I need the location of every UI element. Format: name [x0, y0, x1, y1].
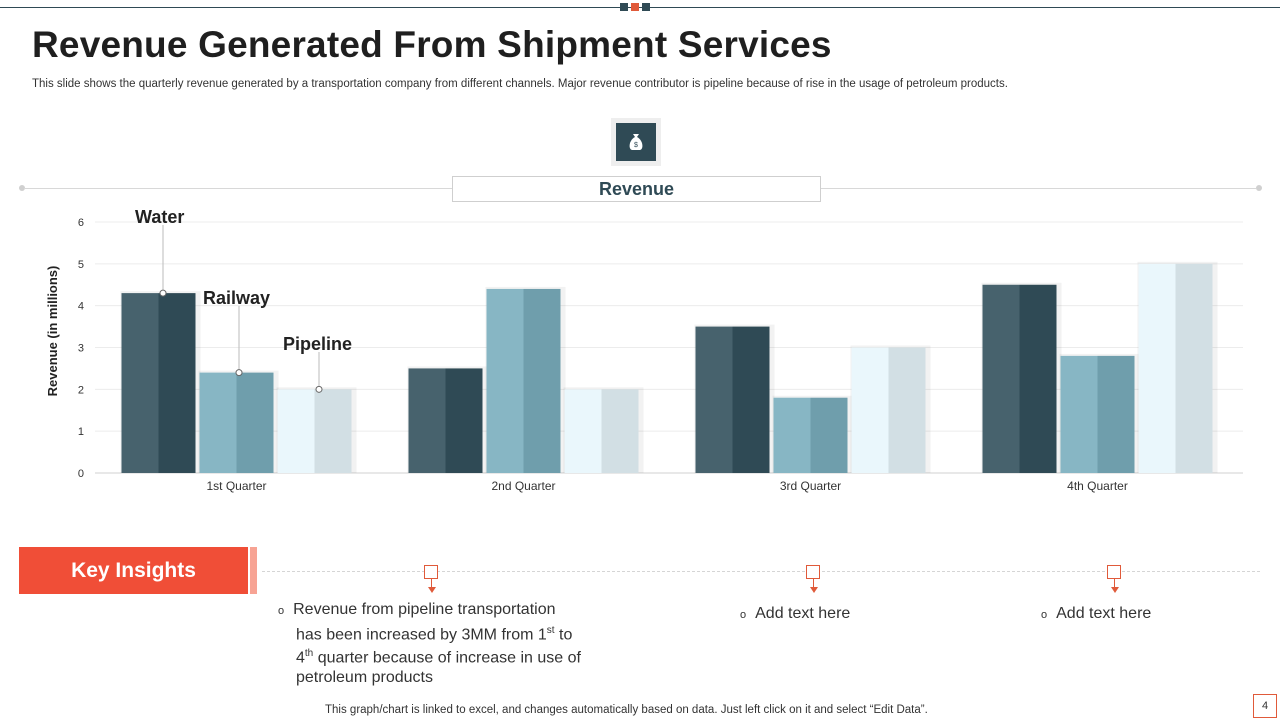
y-tick-label: 6: [78, 217, 84, 229]
insight-text-3: o Add text here: [1041, 605, 1152, 622]
bar-water-q4: [1019, 284, 1057, 473]
y-tick-label: 3: [78, 343, 84, 355]
x-tick-label: 4th Quarter: [1067, 479, 1128, 493]
x-tick-label: 1st Quarter: [206, 479, 266, 493]
page-number: 4: [1253, 694, 1277, 718]
top-decoration: [620, 3, 650, 11]
key-insights-header: Key Insights: [19, 547, 248, 594]
bar-railway-q3-left: [773, 397, 811, 473]
bullet-icon: o: [278, 605, 285, 617]
bar-railway-q3: [810, 397, 848, 473]
bar-water-q1-left: [121, 293, 159, 473]
legend-label-railway: Railway: [203, 288, 270, 308]
key-insights-dashed-line: [262, 571, 1260, 572]
money-bag-icon-frame: $: [611, 118, 661, 166]
insight-marker-2: [806, 565, 822, 595]
insight-text-1: o Revenue from pipeline transportation ha…: [278, 601, 581, 686]
x-tick-label: 2nd Quarter: [491, 479, 555, 493]
y-tick-label: 5: [78, 259, 84, 271]
legend-leader-dot: [315, 385, 323, 393]
insight-marker-3: [1107, 565, 1123, 595]
footer-note: This graph/chart is linked to excel, and…: [325, 704, 928, 716]
bar-water-q4-left: [982, 284, 1020, 473]
svg-text:$: $: [634, 142, 638, 149]
y-axis-label: Revenue (in millions): [45, 266, 60, 397]
chart-title: Revenue: [452, 176, 821, 202]
y-tick-label: 2: [78, 384, 84, 396]
bullet-icon: o: [1041, 609, 1048, 621]
bar-pipeline-q4: [1175, 263, 1213, 473]
y-tick-label: 0: [78, 468, 84, 480]
bar-water-q2-left: [408, 368, 446, 473]
bar-pipeline-q2: [601, 389, 639, 473]
top-rule: [0, 7, 1280, 8]
bar-water-q3: [732, 326, 770, 473]
bar-pipeline-q1-left: [277, 389, 315, 473]
bar-pipeline-q1: [314, 389, 352, 473]
legend-leader-dot: [159, 289, 167, 297]
bar-railway-q1-left: [199, 372, 237, 473]
bar-railway-q2: [523, 288, 561, 473]
slide-title: Revenue Generated From Shipment Services: [32, 24, 832, 65]
key-insights-accent: [250, 547, 257, 594]
bar-railway-q4-left: [1060, 355, 1098, 473]
y-tick-label: 1: [78, 426, 84, 438]
legend-leader-dot: [235, 369, 243, 377]
bar-water-q2: [445, 368, 483, 473]
bar-railway-q1: [236, 372, 274, 473]
insight-marker-1: [424, 565, 440, 595]
insight-text-2: o Add text here: [740, 605, 851, 622]
bar-railway-q4: [1097, 355, 1135, 473]
revenue-bar-chart: 0 1 2 3 4 5 6 Revenue (in millions) 1st Quarter 2…: [45, 207, 1243, 493]
slide-subtitle: This slide shows the quarterly revenue g…: [32, 78, 1008, 90]
bar-pipeline-q2-left: [564, 389, 602, 473]
legend-label-pipeline: Pipeline: [283, 334, 352, 354]
bar-pipeline-q4-left: [1138, 263, 1176, 473]
bar-water-q3-left: [695, 326, 733, 473]
y-tick-label: 4: [78, 301, 84, 313]
divider-dot-left: [19, 185, 25, 191]
bar-water-q1: [158, 293, 196, 473]
divider-right: [820, 188, 1256, 189]
bar-railway-q2-left: [486, 288, 524, 473]
bar-pipeline-q3: [888, 347, 926, 473]
x-tick-label: 3rd Quarter: [780, 479, 841, 493]
legend-label-water: Water: [135, 207, 184, 227]
money-bag-icon: $: [616, 123, 656, 161]
divider-left: [24, 188, 452, 189]
bullet-icon: o: [740, 609, 747, 621]
divider-dot-right: [1256, 185, 1262, 191]
bar-pipeline-q3-left: [851, 347, 889, 473]
